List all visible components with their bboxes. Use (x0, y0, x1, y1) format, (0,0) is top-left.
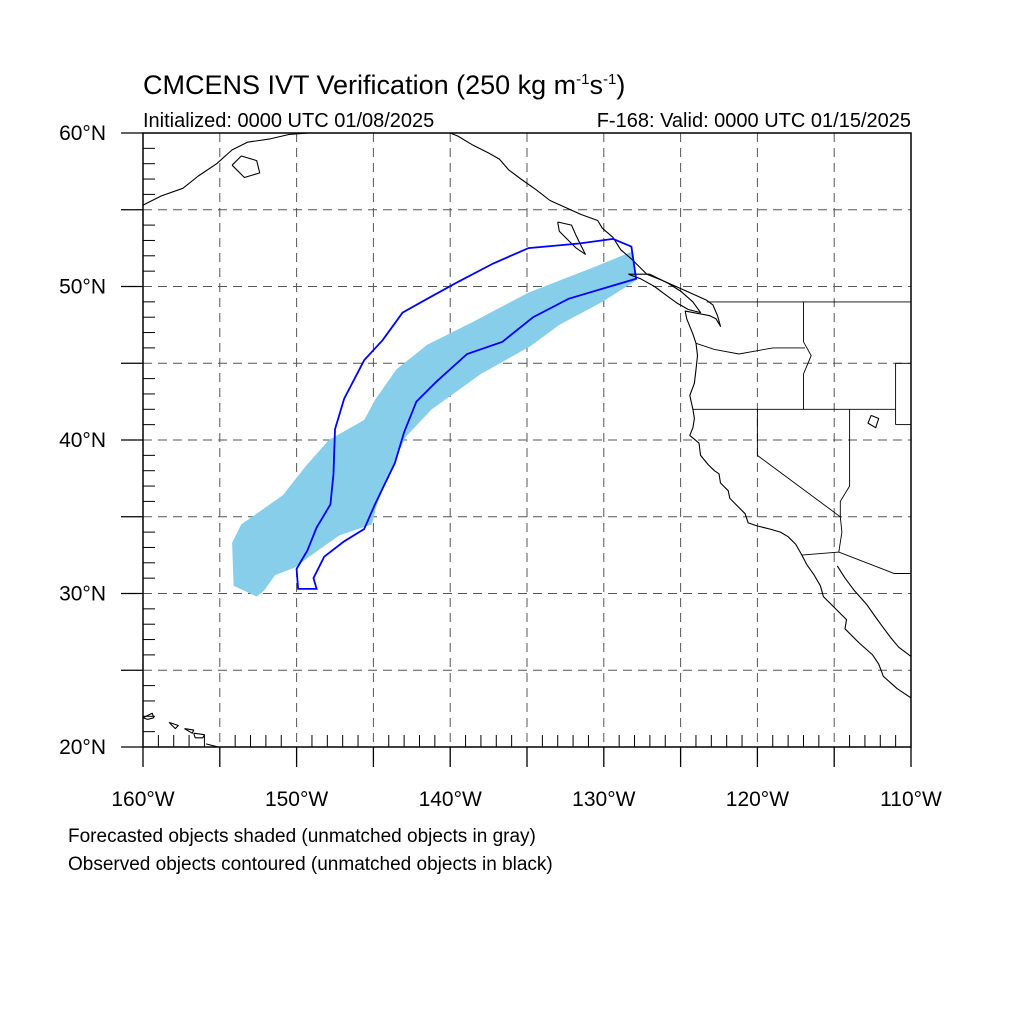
tick-marks (121, 132, 912, 767)
coastline (143, 712, 155, 720)
legend-note-observed: Observed objects contoured (unmatched ob… (68, 854, 553, 875)
x-tick-label: 110°W (880, 788, 942, 811)
y-tick-label: 30°N (59, 583, 106, 606)
coastline (168, 721, 179, 730)
y-tick-label: 20°N (59, 736, 106, 759)
x-tick-label: 120°W (726, 788, 789, 811)
coastline (193, 732, 205, 739)
political-border (801, 551, 911, 574)
forecast-object-layer (232, 251, 637, 597)
legend-note-forecast: Forecasted objects shaded (unmatched obj… (68, 826, 536, 847)
coastline (867, 414, 880, 429)
coastline (327, 133, 648, 275)
plot-title: CMCENS IVT Verification (250 kg m-1s-1) (143, 70, 625, 101)
y-tick-label: 40°N (59, 429, 106, 452)
graticule (143, 133, 911, 747)
observed-object-contour (295, 237, 638, 590)
title-mid: s (589, 70, 604, 100)
political-border (803, 301, 812, 410)
coastline (143, 133, 309, 206)
axis-labels: 160°W 150°W 140°W 130°W 120°W 110°W 60°N 50°N 40… (59, 122, 942, 811)
political-border (838, 409, 851, 553)
coastline (646, 273, 911, 699)
coastline (205, 743, 219, 747)
observed-object-layer (295, 237, 638, 590)
title-sup-1: -1 (576, 71, 590, 88)
x-tick-label: 160°W (111, 788, 174, 811)
coastline (836, 565, 911, 657)
title-sup-2: -1 (603, 71, 617, 88)
title-end: ) (616, 70, 626, 100)
coastline (557, 221, 586, 255)
x-tick-label: 140°W (419, 788, 482, 811)
forecast-object-shading (232, 251, 637, 597)
x-tick-label: 130°W (572, 788, 635, 811)
political-border (695, 342, 805, 355)
political-border (756, 409, 841, 518)
y-tick-label: 60°N (59, 122, 106, 145)
y-tick-label: 50°N (59, 276, 106, 299)
coastline (628, 273, 702, 314)
x-tick-label: 150°W (265, 788, 328, 811)
coastline (184, 728, 195, 734)
valid-time-label: F-168: Valid: 0000 UTC 01/15/2025 (596, 110, 911, 132)
title-main: CMCENS IVT Verification (250 kg m (143, 70, 577, 100)
coastlines-layer (143, 133, 911, 747)
coastline (231, 155, 261, 179)
init-time-label: Initialized: 0000 UTC 01/08/2025 (143, 110, 435, 132)
